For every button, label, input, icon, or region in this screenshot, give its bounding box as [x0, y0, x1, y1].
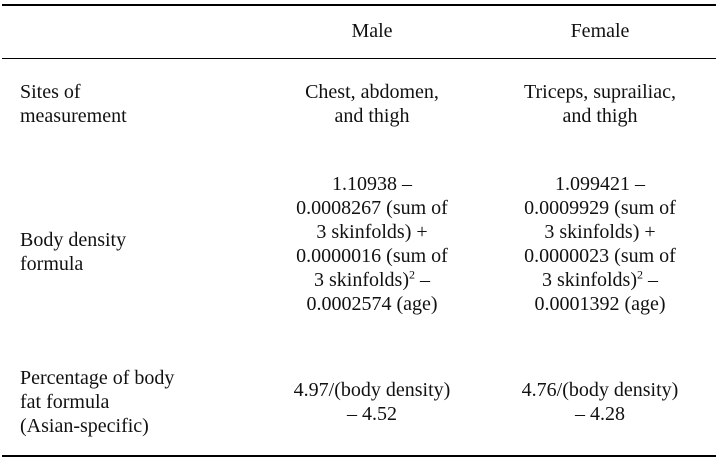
row-sites-male: Chest, abdomen, and thigh: [260, 80, 484, 128]
header-male: Male: [351, 20, 393, 42]
formula-line: 1.099421 –: [555, 173, 645, 195]
row-sites-female-line: and thigh: [562, 105, 638, 127]
formula-line: 3 skinfolds) +: [544, 221, 656, 243]
row-bodyfat-female: 4.76/(body density) – 4.28: [484, 378, 716, 426]
row-density-female: 1.099421 – 0.0009929 (sum of 3 skinfolds…: [484, 172, 716, 316]
row-density-male: 1.10938 – 0.0008267 (sum of 3 skinfolds)…: [260, 172, 484, 316]
table-header-rule: [2, 58, 716, 59]
formula-line: – 4.28: [575, 403, 625, 425]
formula-line: 1.10938 –: [332, 173, 412, 195]
formula-text: –: [648, 269, 658, 291]
row-density-label-line: formula: [20, 253, 84, 275]
row-bodyfat-label-line: Percentage of body: [20, 367, 175, 389]
row-bodyfat-label-line: fat formula: [20, 391, 110, 413]
row-density-label-line: Body density: [20, 229, 127, 251]
row-sites-label: Sites of measurement: [20, 80, 127, 128]
row-sites-male-line: Chest, abdomen,: [305, 81, 439, 103]
exponent: 2: [409, 267, 415, 282]
formula-text: 3 skinfolds): [542, 269, 637, 291]
formula-text: 3 skinfolds): [314, 269, 409, 291]
formula-line: 0.0008267 (sum of: [296, 197, 448, 219]
row-bodyfat-label-line: (Asian-specific): [20, 415, 149, 437]
formula-line: 4.76/(body density): [521, 379, 679, 401]
row-sites-male-line: and thigh: [334, 105, 410, 127]
formula-text: –: [420, 269, 430, 291]
row-sites-label-line: measurement: [20, 105, 127, 127]
formula-line: 0.0002574 (age): [306, 293, 438, 315]
row-sites-female-line: Triceps, suprailiac,: [523, 81, 676, 103]
formula-line: 0.0009929 (sum of: [524, 197, 676, 219]
formula-line: 3 skinfolds)2 –: [484, 268, 716, 292]
header-female: Female: [570, 20, 630, 42]
formula-line: 0.0000023 (sum of: [524, 245, 676, 267]
formula-line: – 4.52: [347, 403, 397, 425]
row-bodyfat-male: 4.97/(body density) – 4.52: [260, 378, 484, 426]
formula-line: 0.0001392 (age): [534, 293, 666, 315]
row-bodyfat-label: Percentage of body fat formula (Asian-sp…: [20, 366, 174, 438]
formula-line: 3 skinfolds) +: [316, 221, 428, 243]
row-sites-label-line: Sites of: [20, 81, 81, 103]
row-sites-female: Triceps, suprailiac, and thigh: [484, 80, 716, 128]
formula-line: 4.97/(body density): [293, 379, 451, 401]
formula-line: 3 skinfolds)2 –: [260, 268, 484, 292]
formula-line: 0.0000016 (sum of: [296, 245, 448, 267]
table-top-rule: [2, 4, 716, 6]
exponent: 2: [637, 267, 643, 282]
table-bottom-rule: [2, 455, 716, 457]
row-density-label: Body density formula: [20, 228, 126, 276]
